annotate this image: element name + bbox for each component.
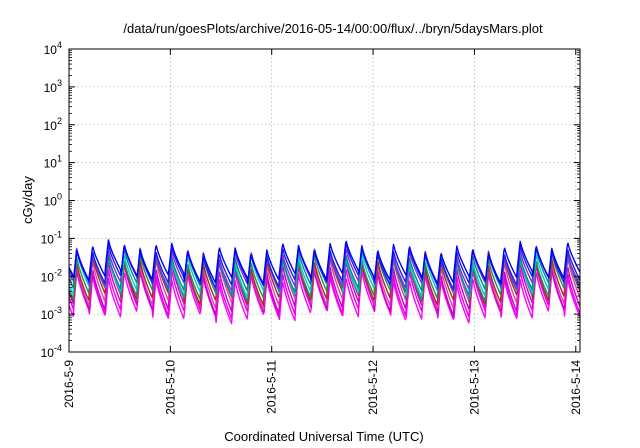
x-tick-label: 2016-5-11 (265, 360, 279, 414)
y-tick-base: 10 (44, 157, 58, 171)
y-tick-label: 10-1 (41, 229, 62, 246)
series-line (68, 239, 581, 285)
y-tick-label: 102 (44, 116, 62, 133)
tick-marks (68, 48, 580, 353)
chart-title: /data/run/goesPlots/archive/2016-05-14/0… (123, 21, 543, 36)
y-tick-base: 10 (41, 346, 55, 360)
y-tick-label: 10-2 (41, 267, 62, 284)
y-tick-base: 10 (44, 195, 58, 209)
y-tick-base: 10 (44, 43, 58, 57)
series-layer (68, 239, 581, 325)
y-tick-label: 101 (44, 154, 62, 171)
y-tick-base: 10 (44, 119, 58, 133)
y-tick-base: 10 (41, 232, 55, 246)
y-tick-label: 10-4 (41, 343, 62, 360)
x-axis-label: Coordinated Universal Time (UTC) (224, 429, 423, 444)
x-tick-label: 2016-5-10 (163, 360, 177, 415)
y-tick-base: 10 (41, 308, 55, 322)
x-tick-label: 2016-5-13 (467, 360, 481, 415)
y-tick-exponent: 1 (57, 154, 62, 164)
y-tick-base: 10 (44, 81, 58, 95)
x-tick-labels: 2016-5-9 2016-5-10 2016-5-11 2016-5-12 2016-… (62, 360, 583, 415)
y-tick-exponent: -3 (54, 305, 62, 315)
x-tick-label: 2016-5-12 (366, 360, 380, 415)
y-tick-exponent: -4 (54, 343, 62, 353)
y-axis-label: cGy/day (20, 176, 35, 224)
y-tick-exponent: 2 (57, 116, 62, 126)
y-tick-label: 104 (44, 40, 62, 57)
y-tick-label: 100 (44, 192, 62, 209)
y-tick-exponent: 4 (57, 40, 62, 50)
y-tick-label: 103 (44, 78, 62, 95)
x-tick-label: 2016-5-14 (569, 360, 583, 415)
y-tick-exponent: 0 (57, 192, 62, 202)
grid-lines (69, 49, 580, 352)
x-tick-label: 2016-5-9 (62, 360, 76, 408)
y-tick-label: 10-3 (41, 305, 62, 322)
series-line (68, 261, 581, 317)
y-tick-exponent: -1 (54, 229, 62, 239)
y-tick-base: 10 (41, 270, 55, 284)
y-tick-exponent: 3 (57, 78, 62, 88)
y-tick-exponent: -2 (54, 267, 62, 277)
series-line (68, 244, 581, 290)
